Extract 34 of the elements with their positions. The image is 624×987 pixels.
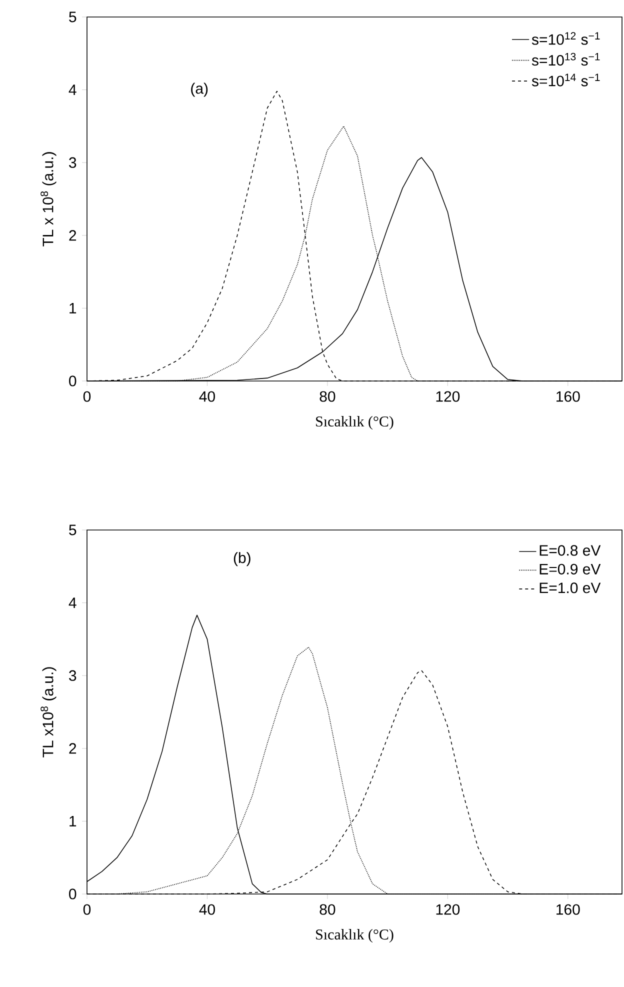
y-tick-label: 5 [69,12,76,22]
x-tick-label: 160 [556,391,580,402]
x-tick-label: 120 [436,391,460,402]
y-tick-label: 0 [69,888,76,900]
annotation: (a) [191,82,208,97]
y-tick-label: 3 [69,157,76,168]
x-tick-label: 40 [199,904,215,915]
y-tick-label: 4 [68,598,76,608]
y-tick-label: 2 [69,230,76,241]
y-tick-label: 2 [69,743,76,754]
y-axis-title: TL x10$^{8}$ (a.u.) [40,667,56,758]
legend-label: s=10$^{14}$ s$^{−1}$ [532,74,600,86]
annotation: (b) [234,552,250,566]
x-tick-label: 80 [320,904,336,915]
x-tick-label: 0 [83,391,91,402]
x-tick-label: 80 [320,391,336,402]
legend-label: E=0.8 eV [540,545,601,556]
x-tick-label: 120 [436,904,460,915]
legend-label: s=10$^{13}$ s$^{−1}$ [532,52,600,66]
legend-label: E=0.9 eV [540,564,601,574]
x-axis-title: Sıcaklık (°C) [316,416,394,430]
legend-label: s=10$^{12}$ s$^{−1}$ [532,32,600,45]
y-tick-label: 1 [70,303,76,314]
x-tick-label: 0 [83,904,91,915]
x-axis-title: Sıcaklık (°C) [316,929,394,943]
y-axis-title: TL x 10$^{8}$ (a.u.) [40,152,56,246]
y-tick-label: 3 [69,670,76,681]
y-tick-label: 1 [70,816,76,826]
x-tick-label: 160 [556,904,580,915]
y-tick-label: 0 [69,376,76,386]
y-tick-label: 5 [69,524,76,536]
legend-label: E=1.0 eV [540,582,601,594]
y-tick-label: 4 [68,84,76,95]
x-tick-label: 40 [199,391,215,402]
